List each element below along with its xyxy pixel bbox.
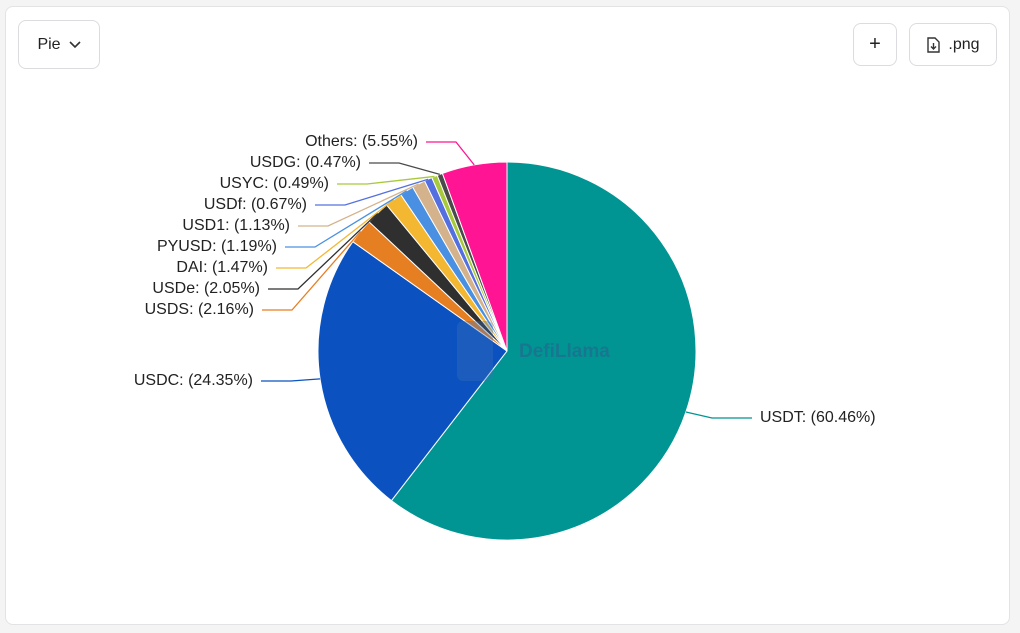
slice-label: Others: (5.55%) <box>305 133 418 150</box>
slice-label: USDf: (0.67%) <box>204 196 307 213</box>
add-button[interactable]: + <box>853 23 897 66</box>
leader-line <box>298 183 419 227</box>
slice-label: USDe: (2.05%) <box>152 280 260 297</box>
export-button[interactable]: .png <box>909 23 997 66</box>
slice-label: DAI: (1.47%) <box>176 259 268 276</box>
leader-line <box>268 212 379 290</box>
pie-slice <box>390 161 697 541</box>
leader-line <box>261 378 321 382</box>
slice-label: USDS: (2.16%) <box>145 301 254 318</box>
leader-line <box>337 175 435 185</box>
slice-label: USYC: (0.49%) <box>220 175 329 192</box>
chevron-icon <box>68 40 81 48</box>
pie <box>317 161 697 541</box>
add-button-label: + <box>869 33 881 55</box>
leader-line <box>426 141 475 166</box>
leader-line <box>685 411 752 419</box>
slice-label: USD1: (1.13%) <box>182 217 290 234</box>
slice-label: USDC: (24.35%) <box>134 372 253 389</box>
leader-line <box>276 199 395 269</box>
slice-label: USDT: (60.46%) <box>760 409 876 426</box>
watermark-icon <box>457 321 493 381</box>
slice-label: USDG: (0.47%) <box>250 154 361 171</box>
leader-line <box>285 190 408 248</box>
leader-line <box>262 231 362 311</box>
export-button-label: .png <box>948 35 980 53</box>
leader-line <box>315 178 429 206</box>
pie-slice <box>441 161 508 352</box>
view-select-label: Pie <box>37 35 61 53</box>
view-select[interactable]: Pie <box>18 20 100 69</box>
pie-slice <box>317 240 508 502</box>
slice-label: PYUSD: (1.19%) <box>157 238 277 255</box>
file-icon <box>927 36 941 53</box>
watermark: DefiLlama <box>519 341 610 362</box>
leader-line <box>369 162 440 175</box>
